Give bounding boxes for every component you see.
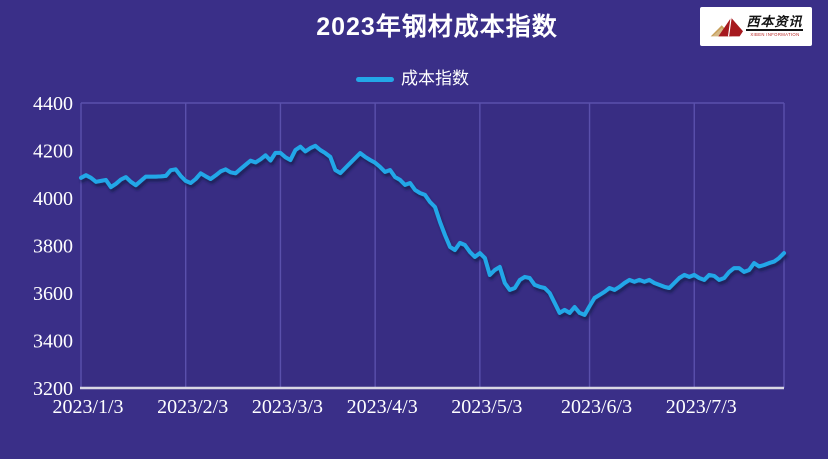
cost-index-line bbox=[79, 143, 786, 317]
legend-series-label: 成本指数 bbox=[401, 69, 469, 88]
page-title: 2023年钢材成本指数 bbox=[316, 13, 558, 41]
x-axis-label: 2023/2/3 bbox=[157, 396, 228, 418]
plot-area bbox=[81, 103, 784, 388]
y-axis-label: 3200 bbox=[33, 378, 73, 400]
plot-background bbox=[81, 103, 784, 388]
x-axis-label: 2023/3/3 bbox=[252, 396, 323, 418]
y-axis-label: 3400 bbox=[33, 331, 73, 353]
series-lines bbox=[79, 143, 786, 317]
brand-logo: 西本资讯 XIBEN INFORMATION bbox=[700, 7, 812, 46]
x-axis-label: 2023/6/3 bbox=[561, 396, 632, 418]
y-axis-label: 4400 bbox=[33, 93, 73, 115]
x-axis-label: 2023/1/3 bbox=[52, 396, 123, 418]
axis-labels: 3200 3400 3600 3800 4000 4200 4400 2023/1/3 2023… bbox=[33, 93, 737, 418]
legend-line-marker bbox=[356, 76, 394, 82]
gridlines bbox=[80, 102, 785, 388]
brand-name-en: XIBEN INFORMATION bbox=[749, 32, 800, 38]
y-axis-label: 4000 bbox=[33, 188, 73, 210]
y-axis-label: 3800 bbox=[33, 236, 73, 258]
x-axis-label: 2023/5/3 bbox=[451, 396, 522, 418]
legend: 成本指数 bbox=[356, 66, 469, 92]
x-axis-label: 2023/4/3 bbox=[347, 396, 418, 418]
brand-name-cn: 西本资讯 bbox=[746, 14, 803, 31]
x-axis-label: 2023/7/3 bbox=[666, 396, 737, 418]
y-axis-label: 3600 bbox=[33, 283, 73, 305]
mountain-icon bbox=[710, 17, 743, 36]
y-axis-label: 4200 bbox=[33, 141, 73, 163]
